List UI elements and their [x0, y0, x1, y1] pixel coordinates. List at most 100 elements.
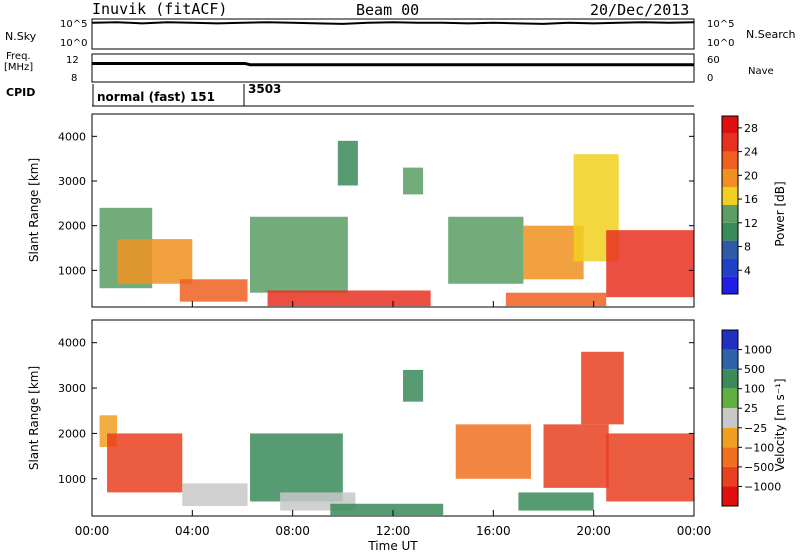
velocity-colorbar-segment [722, 330, 738, 350]
power-echo-region [250, 216, 348, 293]
nsky-tick-top: 10^5 [60, 19, 88, 30]
velocity-echoes [99, 351, 694, 516]
time-tick-label: 04:00 [175, 524, 210, 538]
date-title: 20/Dec/2013 [590, 1, 690, 19]
velocity-colorbar-tick-label: −25 [744, 422, 767, 435]
power-y-axis-label: Slant Range [km] [27, 158, 41, 262]
power-colorbar-segment [722, 151, 738, 170]
power-ytick-label: 4000 [58, 130, 86, 143]
freq-line [92, 61, 694, 67]
power-colorbar-segment [722, 258, 738, 277]
power-ytick-label: 2000 [58, 220, 86, 233]
nsearch-label: N.Search [746, 28, 796, 41]
power-echo-region [117, 239, 193, 284]
velocity-colorbar-segment [722, 486, 738, 506]
velocity-x-axis: 00:00 04:00 08:00 12:00 16:00 20:00 00:00 [75, 510, 711, 538]
nsky-series-line [91, 21, 695, 25]
power-echo-region [505, 292, 607, 307]
power-ytick-label: 1000 [58, 264, 86, 277]
power-colorbar-segment [722, 205, 738, 223]
velocity-colorbar-frame [721, 329, 739, 507]
time-tick-label: 00:00 [75, 524, 110, 538]
power-colorbar-segment [722, 187, 738, 205]
nsearch-tick-bottom: 10^0 [707, 38, 735, 49]
power-colorbar-tick-label: 28 [744, 122, 758, 135]
power-colorbar-segment [722, 222, 738, 241]
power-echo-region [448, 216, 524, 284]
power-colorbar-tick-label: 8 [744, 241, 751, 254]
velocity-colorbar-tick-label: 500 [744, 363, 765, 376]
velocity-colorbar-tick-label: −1000 [744, 480, 781, 493]
freq-series-line [92, 61, 694, 67]
nave-label: Nave [748, 66, 774, 77]
cpid-value-2: 3503 [248, 82, 282, 96]
beam-title: Beam 00 [356, 1, 420, 19]
power-colorbar-segment [722, 240, 738, 259]
power-x-ticks [91, 301, 695, 307]
velocity-colorbar-tick-label: 25 [744, 402, 758, 415]
nsky-tick-bottom: 10^0 [60, 38, 88, 49]
velocity-colorbar-segment [722, 388, 738, 409]
freq-label-2: [MHz] [4, 62, 34, 73]
velocity-colorbar-segment [722, 408, 738, 428]
time-axis-label: Time UT [367, 539, 418, 553]
velocity-colorbar-segment [722, 447, 738, 467]
velocity-colorbar-segment [722, 349, 738, 370]
vel-echo-region [606, 433, 694, 502]
nave-tick-top: 60 [707, 55, 720, 66]
freq-label-1: Freq. [6, 51, 31, 62]
nsky-line [91, 21, 695, 25]
power-y-axis: 1000 2000 3000 4000 [58, 130, 694, 277]
velocity-colorbar-tick-label: −100 [744, 441, 774, 454]
vel-echo-region [455, 424, 531, 479]
nave-tick-bottom: 0 [707, 73, 714, 84]
time-tick-label: 08:00 [275, 524, 310, 538]
power-colorbar-tick-label: 4 [744, 264, 751, 277]
vel-echo-region [250, 433, 343, 502]
station-title: Inuvik (fitACF) [92, 0, 228, 18]
power-colorbar-segment [722, 133, 738, 152]
velocity-y-axis: 1000 2000 3000 4000 [58, 337, 694, 486]
power-colorbar-label: Power [dB] [773, 181, 787, 246]
power-ytick-label: 3000 [58, 175, 86, 188]
power-colorbar-segment [722, 169, 738, 188]
vel-echo-region [543, 424, 609, 488]
power-colorbar-tick-label: 16 [744, 193, 758, 206]
velocity-colorbar: 1000 500 100 25 −25 −100 −500 −1000 [721, 329, 781, 507]
vel-ytick-label: 1000 [58, 473, 86, 486]
vel-ytick-label: 4000 [58, 337, 86, 350]
cpid-value-1: normal (fast) 151 [97, 90, 215, 104]
power-echo-region [267, 290, 431, 307]
time-tick-label: 16:00 [476, 524, 511, 538]
freq-panel-frame [91, 53, 695, 83]
vel-echo-region [518, 492, 594, 511]
velocity-colorbar-segment [722, 369, 738, 389]
velocity-colorbar-tick-label: −500 [744, 461, 774, 474]
vel-echo-region [581, 351, 624, 425]
vel-echo-region [182, 483, 248, 507]
velocity-y-axis-label: Slant Range [km] [27, 366, 41, 470]
velocity-colorbar-segment [722, 427, 738, 448]
power-colorbar-tick-label: 12 [744, 217, 758, 230]
time-tick-label: 12:00 [376, 524, 411, 538]
freq-tick-top: 12 [66, 55, 79, 66]
power-colorbar-segment [722, 276, 738, 294]
power-colorbar-frame [721, 115, 739, 295]
velocity-colorbar-tick-label: 100 [744, 383, 765, 396]
power-echo-region [179, 279, 248, 302]
velocity-colorbar-segment [722, 466, 738, 487]
power-echo-region [606, 230, 694, 298]
power-colorbar-tick-label: 20 [744, 169, 758, 182]
velocity-colorbar-tick-label: 1000 [744, 344, 772, 357]
vel-echo-region [330, 503, 444, 516]
power-colorbar-segment [722, 116, 738, 134]
freq-tick-bottom: 8 [71, 73, 78, 84]
nsky-panel-frame [91, 18, 695, 50]
velocity-colorbar-label: Velocity [m s⁻¹] [773, 378, 787, 471]
vel-ytick-label: 3000 [58, 382, 86, 395]
cpid-label: CPID [6, 86, 36, 99]
power-echo-region [337, 140, 358, 186]
power-colorbar-tick-label: 24 [744, 146, 758, 159]
vel-echo-region [403, 369, 424, 402]
